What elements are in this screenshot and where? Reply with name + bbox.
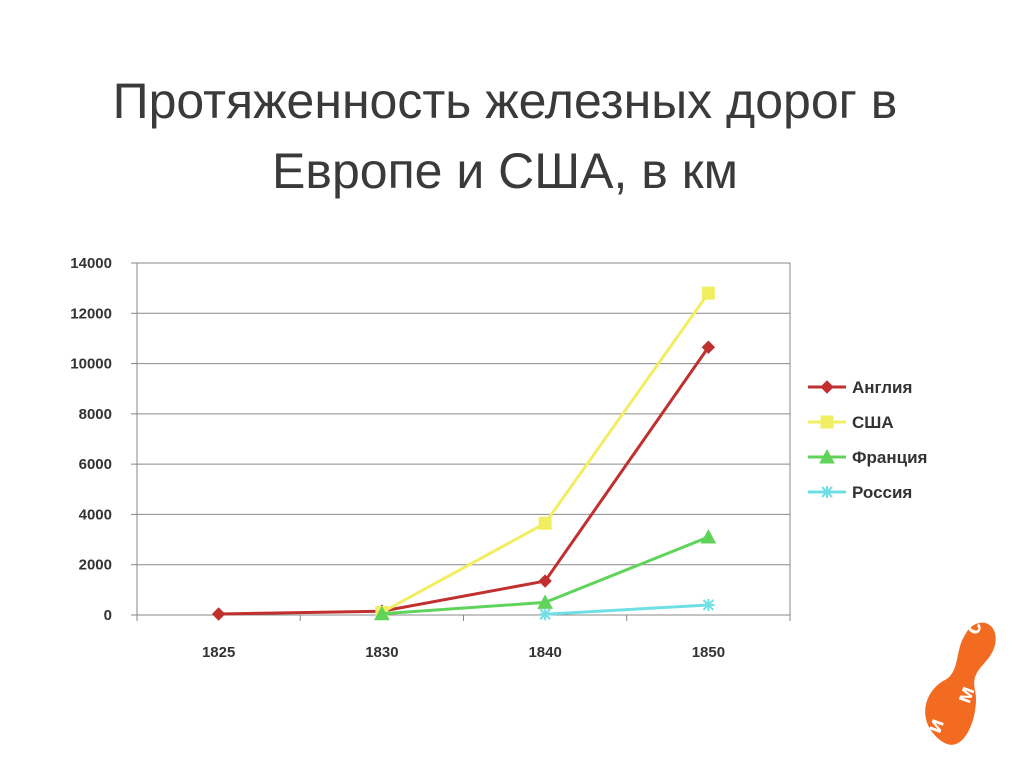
marker	[211, 607, 226, 621]
y-tick-label: 4000	[79, 506, 112, 523]
logo-shape	[925, 622, 996, 745]
legend-label: Россия	[852, 483, 912, 502]
marker	[820, 380, 834, 394]
marker	[701, 286, 715, 300]
y-tick-label: 0	[104, 607, 112, 624]
marker	[820, 415, 834, 429]
marker	[539, 608, 552, 621]
series-line	[545, 603, 709, 616]
x-tick-label: 1850	[692, 644, 725, 661]
marker	[374, 605, 390, 621]
marker	[821, 486, 833, 498]
title-line: Протяженность железных дорог в	[113, 73, 898, 129]
x-tick-label: 1840	[528, 644, 561, 661]
legend-label: Франция	[852, 448, 927, 467]
x-tick-label: 1825	[202, 644, 235, 661]
marker	[538, 574, 552, 588]
title-line: Европе и США, в км	[272, 143, 738, 199]
y-tick-label: 12000	[70, 305, 112, 322]
marker	[700, 529, 717, 544]
logo-letter: м	[950, 683, 979, 707]
legend-label: Англия	[852, 378, 912, 397]
y-tick-label: 2000	[79, 557, 112, 574]
marker	[702, 598, 715, 611]
y-tick-label: 10000	[70, 356, 112, 373]
series-line	[218, 346, 710, 616]
y-tick-label: 8000	[79, 406, 112, 423]
y-tick-label: 6000	[79, 456, 112, 473]
x-tick-label: 1830	[365, 644, 398, 661]
marker	[538, 516, 552, 530]
y-tick-label: 14000	[70, 255, 112, 272]
marker	[701, 340, 716, 354]
legend-label: США	[852, 413, 894, 432]
marker	[819, 448, 835, 464]
